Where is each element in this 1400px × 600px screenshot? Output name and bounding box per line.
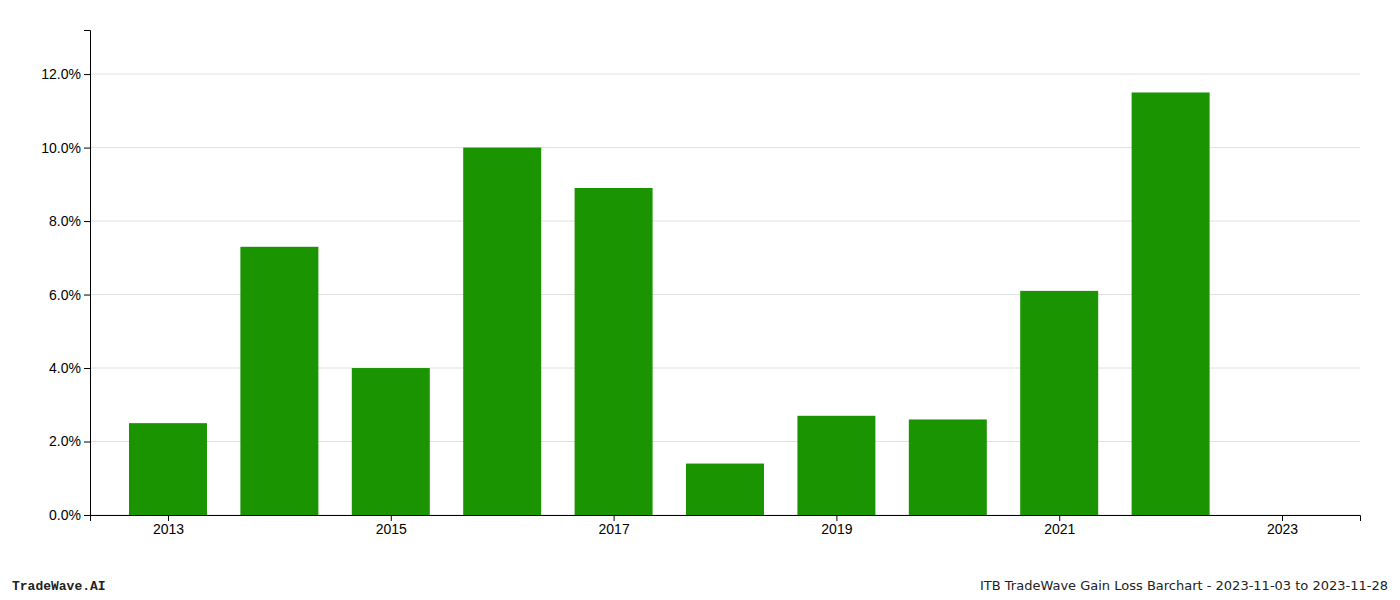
grid-line xyxy=(90,74,1360,75)
y-tick: 2.0% xyxy=(49,433,90,449)
bar xyxy=(129,423,207,515)
x-tick: 2017 xyxy=(599,515,630,537)
x-tick-label: 2015 xyxy=(376,521,407,537)
x-axis: 2013 2015 2017 2019 2021 2023 xyxy=(91,515,1361,537)
y-tick: 4.0% xyxy=(49,360,90,376)
bar xyxy=(240,247,318,515)
y-tick: 12.0% xyxy=(41,66,90,82)
y-tick-label: 0.0% xyxy=(49,507,81,523)
y-tick-mark xyxy=(84,74,90,75)
y-tick-label: 2.0% xyxy=(49,433,81,449)
bar xyxy=(1020,291,1098,515)
bar xyxy=(797,416,875,515)
x-axis-line xyxy=(91,516,1361,522)
y-tick-label: 4.0% xyxy=(49,360,81,376)
bar xyxy=(909,419,987,515)
y-tick: 6.0% xyxy=(49,287,90,303)
bar xyxy=(463,148,541,515)
x-tick-label: 2021 xyxy=(1044,521,1075,537)
bar xyxy=(1132,92,1210,515)
grid xyxy=(90,74,1360,515)
y-axis-line xyxy=(84,31,91,516)
x-tick-label: 2023 xyxy=(1267,521,1298,537)
y-tick-mark xyxy=(84,148,90,149)
y-tick-label: 10.0% xyxy=(41,140,81,156)
y-tick-mark xyxy=(84,515,90,516)
y-tick-label: 8.0% xyxy=(49,213,81,229)
y-axis: 0.0% 2.0% 4.0% 6.0% 8.0% 10.0% 12.0% xyxy=(41,31,90,523)
y-tick: 10.0% xyxy=(41,140,90,156)
x-tick: 2021 xyxy=(1044,515,1075,537)
x-tick-label: 2013 xyxy=(153,521,184,537)
footer-right: ITB TradeWave Gain Loss Barchart - 2023-… xyxy=(980,578,1388,593)
y-tick: 8.0% xyxy=(49,213,90,229)
plot-area xyxy=(129,92,1210,515)
bar xyxy=(575,188,653,515)
x-tick: 2023 xyxy=(1267,515,1298,537)
y-tick-mark xyxy=(84,221,90,222)
y-tick: 0.0% xyxy=(49,507,90,523)
chart: 2013 2015 2017 2019 2021 2023 0.0% 2.0% 4.0% 6.0%… xyxy=(0,0,1400,600)
y-tick-label: 12.0% xyxy=(41,66,81,82)
x-tick-label: 2017 xyxy=(599,521,630,537)
y-tick-mark xyxy=(84,295,90,296)
y-tick-mark xyxy=(84,368,90,369)
x-tick: 2019 xyxy=(821,515,852,537)
y-tick-label: 6.0% xyxy=(49,287,81,303)
bar xyxy=(686,464,764,515)
x-tick: 2015 xyxy=(376,515,407,537)
y-tick-mark xyxy=(84,442,90,443)
x-tick: 2013 xyxy=(153,515,184,537)
footer-left: TradeWave.AI xyxy=(12,579,106,594)
x-tick-label: 2019 xyxy=(821,521,852,537)
bar xyxy=(352,368,430,515)
